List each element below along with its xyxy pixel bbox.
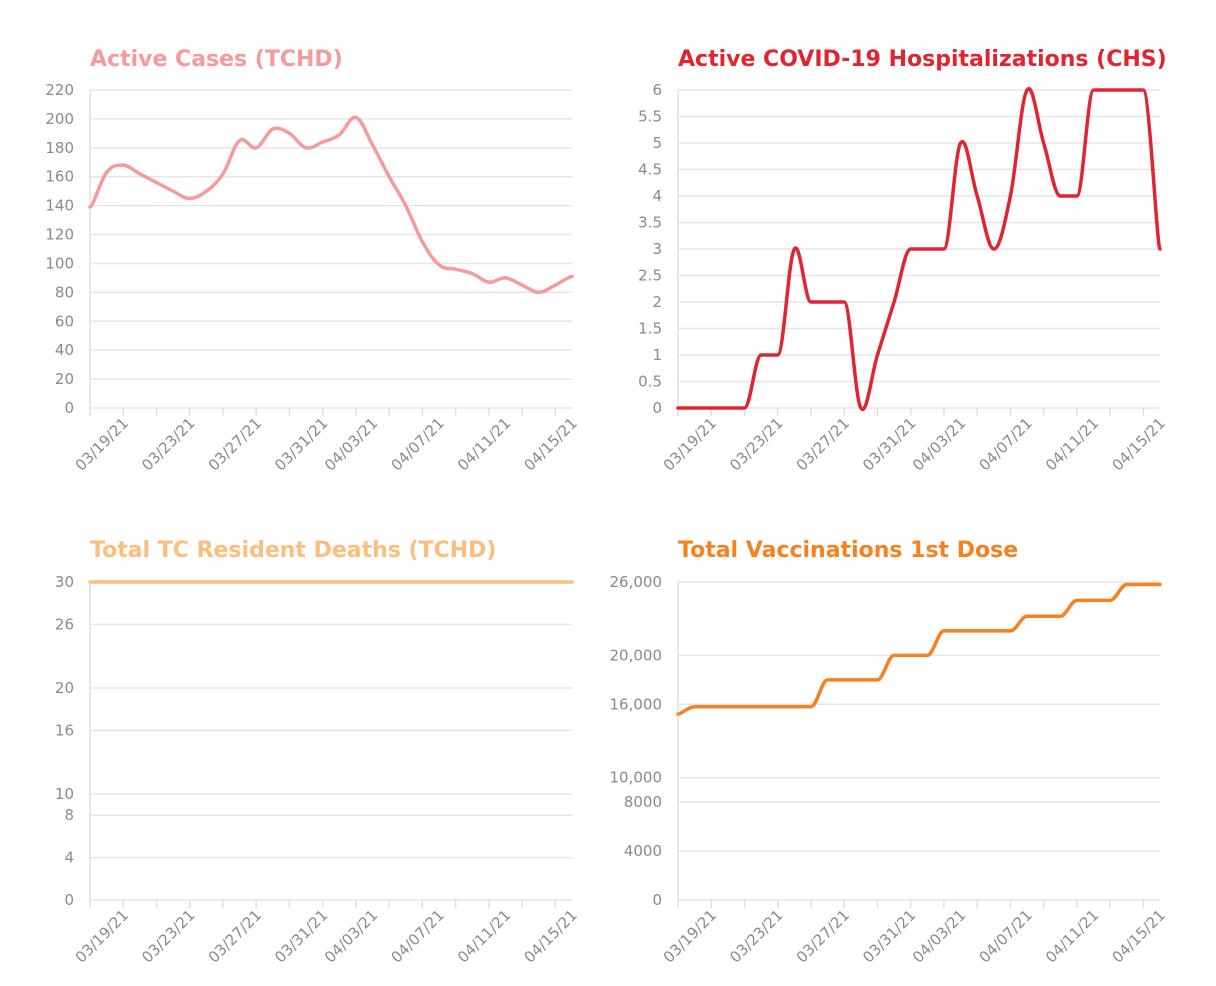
x-tick-label: 04/07/21 (975, 414, 1035, 474)
y-tick-label: 200 (45, 110, 74, 128)
y-tick-label: 10 (55, 785, 74, 803)
x-tick-label: 04/11/21 (1042, 414, 1102, 474)
chart-title: Active COVID-19 Hospitalizations (CHS) (678, 47, 1167, 72)
chart-title: Total Vaccinations 1st Dose (678, 538, 1018, 563)
chart-svg: Total Vaccinations 1st Dose 0 4000 8000 10,0… (610, 538, 1169, 966)
x-tick-label: 03/19/21 (72, 906, 132, 966)
y-tick-label: 40 (55, 341, 74, 359)
x-tick-label: 03/31/21 (271, 906, 331, 966)
x-tick-label: 04/03/21 (321, 414, 381, 474)
y-tick-label: 6 (652, 81, 662, 99)
chart-svg: Active COVID-19 Hospitalizations (CHS)00… (638, 47, 1169, 474)
y-tick-label: 3 (652, 240, 662, 258)
y-tick-label: 1.5 (638, 320, 662, 338)
x-tick-label: 04/03/21 (909, 414, 969, 474)
x-tick-label: 03/23/21 (726, 906, 786, 966)
y-tick-label: 26,000 (610, 573, 663, 591)
y-tick-label: 4.5 (638, 161, 662, 179)
chart-title: Active Cases (TCHD) (90, 47, 343, 72)
chart-svg: Active Cases (TCHD) 0 20 40 60 80 100 120 140 160… (45, 47, 580, 474)
x-tick-label: 04/11/21 (454, 906, 514, 966)
y-tick-label: 220 (45, 81, 74, 99)
chart-vaccinations: Total Vaccinations 1st Dose 0 4000 8000 10,0… (588, 493, 1196, 986)
x-tick-label: 04/15/21 (1108, 906, 1168, 966)
y-tick-label: 5 (652, 134, 662, 152)
y-tick-label: 160 (45, 168, 74, 186)
y-tick-label: 140 (45, 197, 74, 215)
x-tick-label: 03/19/21 (660, 414, 720, 474)
x-tick-label: 03/19/21 (72, 414, 132, 474)
x-tick-label: 04/11/21 (1042, 906, 1102, 966)
chart-active-cases: Active Cases (TCHD) 0 20 40 60 80 100 120 140 160… (0, 0, 608, 493)
x-tick-label: 03/23/21 (726, 414, 786, 474)
y-tick-label: 0 (64, 399, 74, 417)
y-tick-label: 0 (64, 891, 74, 909)
x-tick-label: 04/07/21 (975, 906, 1035, 966)
y-tick-label: 4000 (624, 842, 662, 860)
y-tick-label: 26 (55, 615, 74, 633)
x-tick-label: 03/27/21 (793, 906, 853, 966)
y-tick-label: 20,000 (610, 646, 663, 664)
x-tick-label: 04/11/21 (454, 414, 514, 474)
series-line (676, 582, 1162, 716)
y-tick-label: 4 (652, 187, 662, 205)
x-tick-label: 04/07/21 (387, 414, 447, 474)
y-tick-label: 0.5 (638, 373, 662, 391)
y-tick-label: 80 (55, 283, 74, 301)
series-line (676, 86, 1162, 412)
x-tick-label: 03/31/21 (271, 414, 331, 474)
y-tick-label: 5.5 (638, 108, 662, 126)
y-tick-label: 4 (64, 849, 74, 867)
y-tick-label: 2.5 (638, 267, 662, 285)
x-tick-label: 03/31/21 (859, 906, 919, 966)
x-tick-label: 03/27/21 (793, 414, 853, 474)
y-tick-label: 16 (55, 721, 74, 739)
y-tick-label: 3.5 (638, 214, 662, 232)
y-tick-label: 0 (652, 399, 662, 417)
x-tick-label: 04/07/21 (387, 906, 447, 966)
y-tick-label: 120 (45, 226, 74, 244)
series-line (88, 115, 574, 295)
x-tick-label: 03/23/21 (138, 906, 198, 966)
y-tick-label: 30 (55, 573, 74, 591)
y-tick-label: 10,000 (610, 769, 663, 787)
chart-resident-deaths: Total TC Resident Deaths (TCHD) 0 4 8 10 16 20… (0, 493, 608, 986)
x-tick-label: 03/27/21 (205, 906, 265, 966)
y-tick-label: 16,000 (610, 695, 663, 713)
y-tick-label: 8 (64, 806, 74, 824)
y-tick-label: 0 (652, 891, 662, 909)
chart-svg: Total TC Resident Deaths (TCHD) 0 4 8 10 16 20… (55, 538, 581, 966)
y-tick-label: 20 (55, 679, 74, 697)
x-tick-label: 04/03/21 (321, 906, 381, 966)
y-tick-label: 100 (45, 254, 74, 272)
y-tick-label: 1 (652, 346, 662, 364)
y-tick-label: 2 (652, 293, 662, 311)
y-tick-label: 8000 (624, 793, 662, 811)
chart-title: Total TC Resident Deaths (TCHD) (90, 538, 496, 563)
y-tick-label: 20 (55, 370, 74, 388)
x-tick-label: 04/15/21 (1108, 414, 1168, 474)
y-tick-label: 60 (55, 312, 74, 330)
x-tick-label: 03/23/21 (138, 414, 198, 474)
chart-hospitalizations: Active COVID-19 Hospitalizations (CHS) 0 0… (588, 0, 1196, 493)
x-tick-label: 04/03/21 (909, 906, 969, 966)
x-tick-label: 04/15/21 (520, 906, 580, 966)
y-tick-label: 180 (45, 139, 74, 157)
x-tick-label: 03/27/21 (205, 414, 265, 474)
x-tick-label: 03/19/21 (660, 906, 720, 966)
x-tick-label: 04/15/21 (520, 414, 580, 474)
x-tick-label: 03/31/21 (859, 414, 919, 474)
